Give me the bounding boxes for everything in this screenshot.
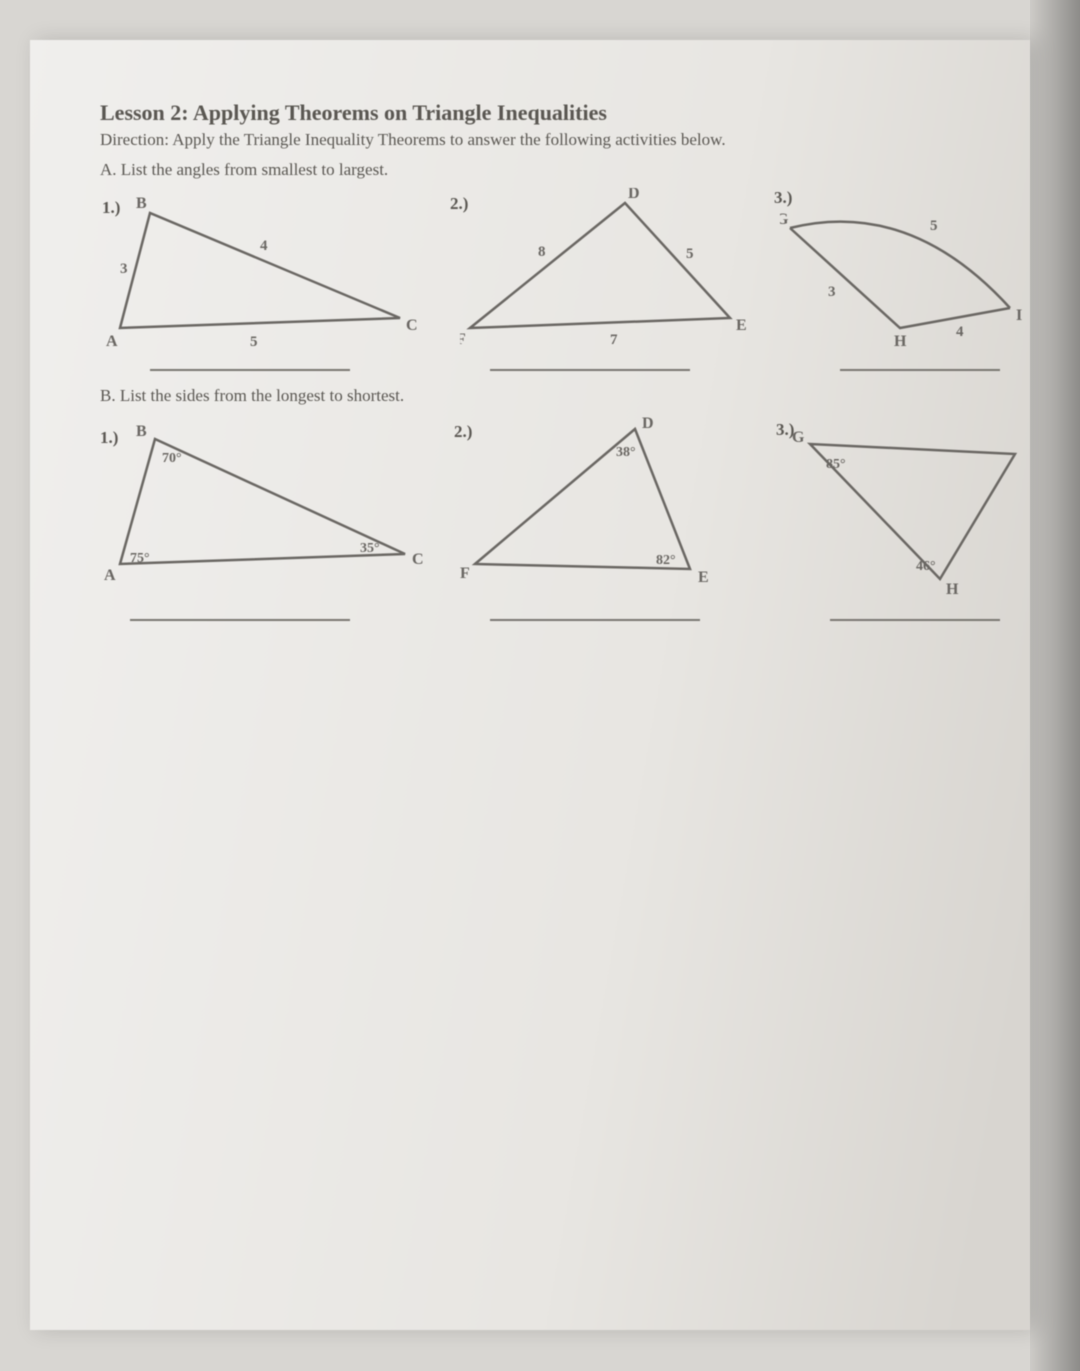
angle-label: 38° (616, 445, 636, 460)
vertex-label: H (894, 333, 907, 350)
answer-blank[interactable] (150, 369, 350, 371)
vertex-label: F (460, 331, 466, 348)
answer-blank[interactable] (830, 619, 1000, 621)
problem-number: 3.) (774, 188, 792, 208)
vertex-label: D (642, 415, 654, 432)
answer-blank[interactable] (490, 369, 690, 371)
section-b-heading: B. List the sides from the longest to sh… (100, 386, 980, 406)
vertex-label: D (628, 188, 640, 202)
side-label: 3 (120, 261, 128, 277)
vertex-label: A (106, 333, 118, 350)
vertex-label: F (460, 565, 470, 582)
triangle-b3-svg: G H 85° 46° (780, 414, 1040, 604)
angle-label: 70° (162, 451, 182, 466)
side-label: 5 (686, 246, 694, 262)
answer-blank[interactable] (130, 619, 350, 621)
section-a-row: 1.) A B C 3 4 5 2.) F D E 8 5 7 (100, 188, 980, 368)
lesson-title: Lesson 2: Applying Theorems on Triangle … (100, 100, 980, 126)
problem-number: 1.) (102, 198, 120, 218)
side-label: 7 (610, 332, 618, 348)
angle-label: 85° (826, 457, 846, 472)
problem-b2: 2.) F D E 38° 82° (460, 414, 760, 614)
problem-b3: 3.) G H 85° 46° (780, 414, 1040, 614)
answer-blank[interactable] (840, 369, 1000, 371)
triangle-b1-svg: A B C 75° 70° 35° (100, 414, 440, 594)
triangle-a2-svg: F D E 8 5 7 (460, 188, 760, 358)
angle-label: 82° (656, 553, 676, 568)
vertex-label: B (136, 195, 147, 212)
section-b-row: 1.) A B C 75° 70° 35° 2.) F D E 38° 82° (100, 414, 980, 614)
direction-text: Direction: Apply the Triangle Inequality… (100, 130, 980, 150)
vertex-label: H (946, 581, 959, 598)
vertex-label: C (406, 317, 418, 334)
vertex-label: A (104, 567, 116, 584)
side-label: 5 (250, 334, 258, 350)
triangle-a3-svg: G H I 3 5 4 (780, 188, 1040, 358)
triangle-a1-svg: A B C 3 4 5 (100, 188, 440, 358)
problem-number: 2.) (454, 422, 472, 442)
vertex-label: E (698, 569, 709, 586)
vertex-label: I (1016, 307, 1022, 324)
worksheet-page: Lesson 2: Applying Theorems on Triangle … (30, 40, 1030, 1330)
side-label: 8 (538, 244, 546, 260)
problem-a2: 2.) F D E 8 5 7 (460, 188, 760, 368)
side-label: 4 (956, 324, 964, 340)
side-label: 5 (930, 218, 938, 234)
problem-a1: 1.) A B C 3 4 5 (100, 188, 440, 368)
side-label: 4 (260, 238, 268, 254)
problem-b1: 1.) A B C 75° 70° 35° (100, 414, 440, 614)
section-a-heading: A. List the angles from smallest to larg… (100, 160, 980, 180)
vertex-label: E (736, 317, 747, 334)
answer-blank[interactable] (490, 619, 700, 621)
problem-a3: 3.) G H I 3 5 4 (780, 188, 1040, 368)
angle-label: 75° (130, 551, 150, 566)
angle-label: 46° (916, 559, 936, 574)
vertex-label: C (412, 551, 424, 568)
problem-number: 3.) (776, 420, 794, 440)
book-spine-shadow (1030, 0, 1080, 1371)
angle-label: 35° (360, 541, 380, 556)
vertex-label: B (136, 423, 147, 440)
triangle-b2-svg: F D E 38° 82° (460, 414, 760, 599)
problem-number: 2.) (450, 194, 468, 214)
problem-number: 1.) (100, 428, 118, 448)
side-label: 3 (828, 284, 836, 300)
vertex-label: G (780, 211, 789, 228)
